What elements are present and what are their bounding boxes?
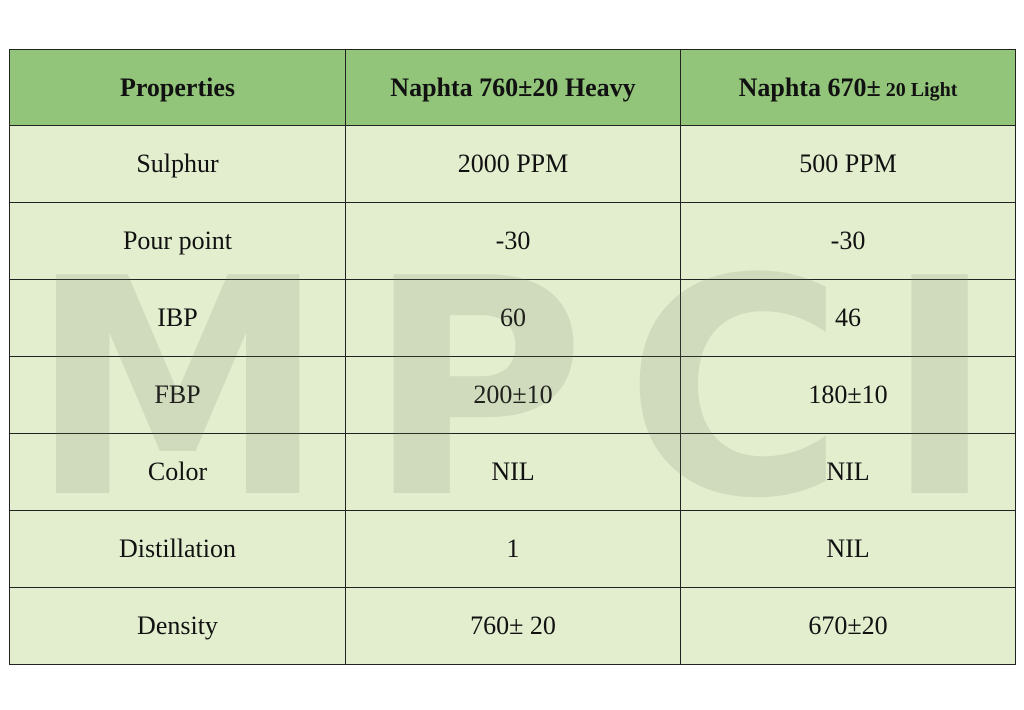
cell-property: Density bbox=[10, 588, 346, 665]
cell-property: Color bbox=[10, 434, 346, 511]
cell-light-value: 180±10 bbox=[681, 357, 1016, 434]
cell-heavy-value: 760± 20 bbox=[346, 588, 681, 665]
table-row: Distillation 1 NIL bbox=[10, 511, 1016, 588]
cell-property: IBP bbox=[10, 280, 346, 357]
cell-heavy-value: 60 bbox=[346, 280, 681, 357]
table-row: Density 760± 20 670±20 bbox=[10, 588, 1016, 665]
cell-light-value: 46 bbox=[681, 280, 1016, 357]
header-properties: Properties bbox=[10, 50, 346, 126]
cell-light-value: 500 PPM bbox=[681, 126, 1016, 203]
header-naphta-light-suffix: 20 Light bbox=[881, 79, 958, 101]
cell-heavy-value: -30 bbox=[346, 203, 681, 280]
table-row: FBP 200±10 180±10 bbox=[10, 357, 1016, 434]
cell-property: Distillation bbox=[10, 511, 346, 588]
cell-property: FBP bbox=[10, 357, 346, 434]
cell-heavy-value: 200±10 bbox=[346, 357, 681, 434]
cell-property: Pour point bbox=[10, 203, 346, 280]
cell-light-value: NIL bbox=[681, 511, 1016, 588]
header-naphta-light: Naphta 670± 20 Light bbox=[681, 50, 1016, 126]
cell-light-value: NIL bbox=[681, 434, 1016, 511]
header-naphta-light-main: Naphta 670± bbox=[739, 73, 881, 102]
cell-heavy-value: NIL bbox=[346, 434, 681, 511]
cell-light-value: -30 bbox=[681, 203, 1016, 280]
cell-light-value: 670±20 bbox=[681, 588, 1016, 665]
table-row: Color NIL NIL bbox=[10, 434, 1016, 511]
header-naphta-heavy: Naphta 760±20 Heavy bbox=[346, 50, 681, 126]
cell-heavy-value: 2000 PPM bbox=[346, 126, 681, 203]
table-header-row: Properties Naphta 760±20 Heavy Naphta 67… bbox=[10, 50, 1016, 126]
cell-heavy-value: 1 bbox=[346, 511, 681, 588]
table-row: Sulphur 2000 PPM 500 PPM bbox=[10, 126, 1016, 203]
table-row: Pour point -30 -30 bbox=[10, 203, 1016, 280]
cell-property: Sulphur bbox=[10, 126, 346, 203]
table-row: IBP 60 46 bbox=[10, 280, 1016, 357]
naphta-properties-table: Properties Naphta 760±20 Heavy Naphta 67… bbox=[9, 49, 1016, 665]
